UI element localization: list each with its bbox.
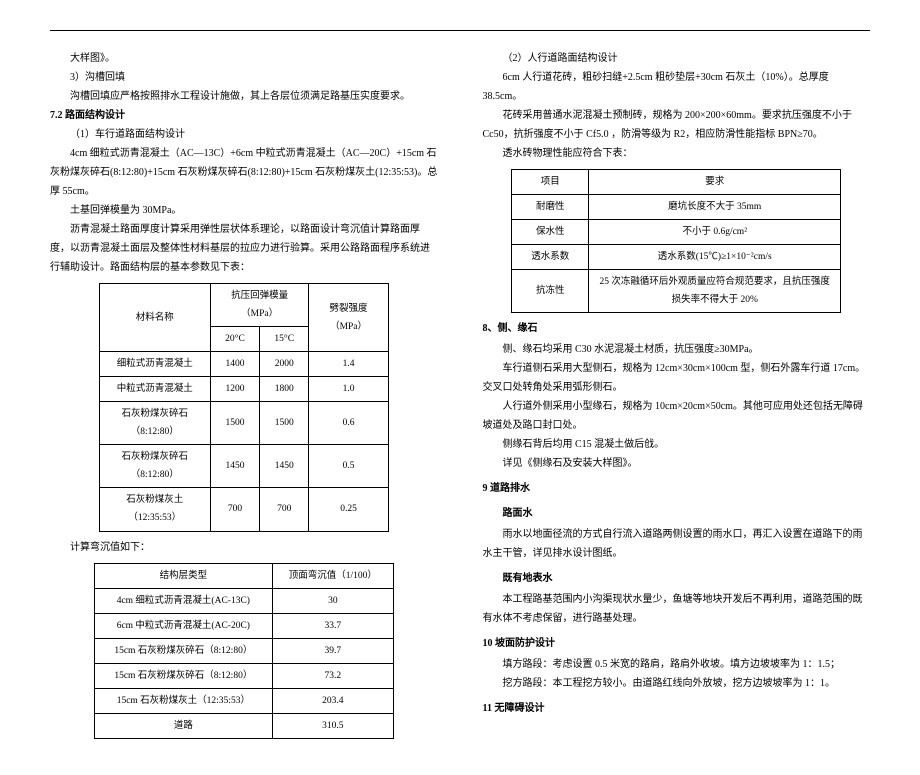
table-brick-spec: 项目 要求 耐磨性磨坑长度不大于 35mm 保水性不小于 0.6g/cm² 透水… [511,169,841,313]
cell: 中粒式沥青混凝土 [99,377,210,402]
heading-7-2: 7.2 路面结构设计 [50,106,438,125]
cell: 1200 [210,377,259,402]
cell: 203.4 [272,688,393,713]
cell: 73.2 [272,663,393,688]
para: 6cm 人行道花砖，粗砂扫缝+2.5cm 粗砂垫层+30cm 石灰土（10%）。… [483,68,871,106]
cell: 2000 [260,352,309,377]
subheading-surface: 路面水 [483,504,871,523]
cell: 25 次冻融循环后外观质量应符合规范要求，且抗压强度损失率不得大于 20% [589,270,841,313]
para: 侧、缘石均采用 C30 水泥混凝土材质，抗压强度≥30MPa。 [483,340,871,359]
cell: 石灰粉煤灰碎石（8:12:80） [99,445,210,488]
cell: 抗冻性 [512,270,589,313]
th-req: 要求 [589,170,841,195]
table-material-params: 材料名称 抗压回弹模量（MPa） 劈裂强度（MPa） 20°C 15°C 细粒式… [99,283,389,532]
para: 沥青混凝土路面厚度计算采用弹性层状体系理论，以路面设计弯沉值计算路面厚度，以沥青… [50,220,438,277]
cell: 15cm 石灰粉煤灰土（12:35:53） [94,688,272,713]
para: （2）人行道路面结构设计 [483,49,871,68]
para: 大样图》。 [50,49,438,68]
cell: 0.25 [309,488,388,531]
para: 雨水以地面径流的方式自行流入道路两侧设置的雨水口，再汇入设置在道路下的雨水主干管… [483,525,871,563]
cell: 700 [260,488,309,531]
cell: 透水系数(15℃)≥1×10⁻²cm/s [589,245,841,270]
para: 花砖采用普通水泥混凝土预制砖，规格为 200×200×60mm。要求抗压强度不小… [483,106,871,144]
cell: 1450 [260,445,309,488]
cell: 道路 [94,713,272,738]
cell: 石灰粉煤灰碎石（8:12:80） [99,402,210,445]
cell: 不小于 0.6g/cm² [589,220,841,245]
cell: 6cm 中粒式沥青混凝土(AC-20C) [94,613,272,638]
cell: 1.4 [309,352,388,377]
right-column: （2）人行道路面结构设计 6cm 人行道花砖，粗砂扫缝+2.5cm 粗砂垫层+3… [483,49,871,745]
para: 侧缘石背后均用 C15 混凝土做后戗。 [483,435,871,454]
para: 本工程路基范围内小沟渠现状水量少，鱼塘等地块开发后不再利用，道路范围的既有水体不… [483,590,871,628]
cell: 310.5 [272,713,393,738]
th-modulus: 抗压回弹模量（MPa） [210,284,308,327]
th-20c: 20°C [210,327,259,352]
cell: 石灰粉煤灰土（12:35:53） [99,488,210,531]
para: 人行道外侧采用小型缘石，规格为 10cm×20cm×50cm。其他可应用处还包括… [483,397,871,435]
cell: 细粒式沥青混凝土 [99,352,210,377]
para: 填方路段：考虑设置 0.5 米宽的路肩，路肩外收坡。填方边坡坡率为 1：1.5； [483,655,871,674]
para: 挖方路段：本工程挖方较小。由道路红线向外放坡，挖方边坡坡率为 1：1。 [483,674,871,693]
cell: 700 [210,488,259,531]
cell: 33.7 [272,613,393,638]
heading-10: 10 坡面防护设计 [483,634,871,653]
cell: 1500 [260,402,309,445]
para: 计算弯沉值如下： [50,538,438,557]
cell: 30 [272,588,393,613]
para: 车行道侧石采用大型侧石，规格为 12cm×30cm×100cm 型，侧石外露车行… [483,359,871,397]
th-split: 劈裂强度（MPa） [309,284,388,352]
para: 透水砖物理性能应符合下表： [483,144,871,163]
cell: 0.6 [309,402,388,445]
cell: 耐磨性 [512,195,589,220]
para: （1）车行道路面结构设计 [50,125,438,144]
cell: 透水系数 [512,245,589,270]
cell: 磨坑长度不大于 35mm [589,195,841,220]
cell: 1450 [210,445,259,488]
th-15c: 15°C [260,327,309,352]
cell: 4cm 细粒式沥青混凝土(AC-13C) [94,588,272,613]
subheading-existing: 既有地表水 [483,569,871,588]
cell: 1800 [260,377,309,402]
heading-9: 9 道路排水 [483,479,871,498]
cell: 1.0 [309,377,388,402]
heading-11: 11 无障碍设计 [483,699,871,718]
th-layer: 结构层类型 [94,563,272,588]
para: 4cm 细粒式沥青混凝土（AC—13C）+6cm 中粒式沥青混凝土（AC—20C… [50,144,438,201]
cell: 15cm 石灰粉煤灰碎石（8:12:80） [94,663,272,688]
left-column: 大样图》。 3）沟槽回填 沟槽回填应严格按照排水工程设计施做，其上各层位须满足路… [50,49,438,745]
cell: 0.5 [309,445,388,488]
para: 土基回弹模量为 30MPa。 [50,201,438,220]
cell: 1500 [210,402,259,445]
th-item: 项目 [512,170,589,195]
heading-8: 8、侧、缘石 [483,319,871,338]
cell: 1400 [210,352,259,377]
cell: 保水性 [512,220,589,245]
th-material: 材料名称 [99,284,210,352]
th-deflection: 顶面弯沉值（1/100） [272,563,393,588]
para: 详见《侧缘石及安装大样图》。 [483,454,871,473]
para: 3）沟槽回填 [50,68,438,87]
para: 沟槽回填应严格按照排水工程设计施做，其上各层位须满足路基压实度要求。 [50,87,438,106]
